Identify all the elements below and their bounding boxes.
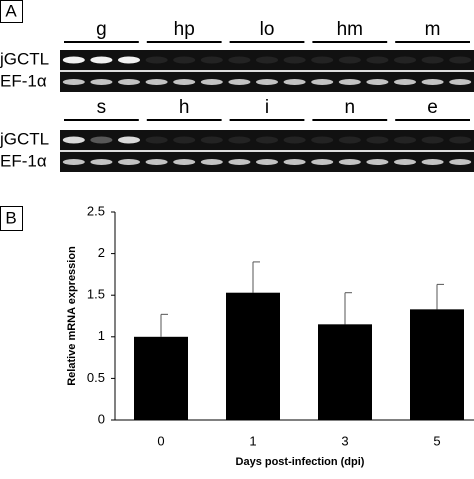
gel-band bbox=[421, 136, 444, 144]
gel-band bbox=[256, 56, 278, 64]
gel-band bbox=[228, 79, 251, 85]
gel-band bbox=[283, 159, 306, 165]
gel-band bbox=[118, 136, 140, 144]
gel-band bbox=[311, 136, 334, 144]
gel-band bbox=[145, 159, 168, 165]
gel-band bbox=[118, 159, 140, 165]
tissue-label: n bbox=[345, 97, 356, 118]
y-tick-label: 0.5 bbox=[87, 370, 105, 385]
gel-band bbox=[145, 136, 168, 144]
gel-band bbox=[90, 56, 113, 64]
gel-band bbox=[256, 159, 278, 165]
gel-band bbox=[90, 136, 113, 144]
gel-band bbox=[118, 79, 140, 85]
y-tick-label: 0 bbox=[98, 411, 105, 426]
gel-band bbox=[118, 56, 140, 64]
gel-band bbox=[449, 56, 472, 64]
panel-label: A bbox=[5, 1, 17, 20]
gel-band bbox=[62, 159, 85, 165]
gel-band bbox=[62, 56, 85, 64]
gel-band bbox=[228, 136, 251, 144]
x-tick-label: 0 bbox=[157, 433, 164, 448]
gel-band bbox=[200, 56, 223, 64]
gel-band bbox=[283, 136, 306, 144]
x-tick-label: 5 bbox=[433, 433, 440, 448]
tissue-label: g bbox=[96, 19, 107, 40]
bar bbox=[318, 324, 372, 420]
gel-band bbox=[173, 79, 196, 85]
gel-band bbox=[311, 56, 334, 64]
gel-band bbox=[449, 136, 472, 144]
gel-band bbox=[145, 79, 168, 85]
y-axis-label: Relative mRNA expression bbox=[66, 246, 78, 386]
y-tick-label: 2.5 bbox=[87, 203, 105, 218]
x-tick-label: 1 bbox=[249, 433, 256, 448]
tissue-label: hm bbox=[337, 19, 363, 40]
gel-band bbox=[173, 136, 196, 144]
gel-band bbox=[90, 159, 113, 165]
gel-band bbox=[394, 79, 416, 85]
tissue-label: hp bbox=[174, 19, 195, 40]
gel-band bbox=[256, 136, 278, 144]
tissue-label: e bbox=[427, 97, 438, 118]
gene-label: jGCTL bbox=[0, 129, 49, 148]
gel-band bbox=[228, 159, 251, 165]
panel-box bbox=[0, 206, 23, 231]
y-tick-label: 2 bbox=[98, 245, 105, 260]
gene-label: EF-1α bbox=[0, 71, 47, 90]
gel-band bbox=[421, 56, 444, 64]
gel-band bbox=[338, 56, 361, 64]
gel-band bbox=[256, 79, 278, 85]
gel-band bbox=[145, 56, 168, 64]
gel-band bbox=[200, 159, 223, 165]
gel-band bbox=[394, 159, 416, 165]
tissue-label: m bbox=[425, 19, 441, 40]
gel-band bbox=[366, 79, 389, 85]
gene-label: EF-1α bbox=[0, 151, 47, 170]
gel-band bbox=[200, 136, 223, 144]
bar bbox=[226, 292, 280, 420]
gel-band bbox=[228, 56, 251, 64]
gel-band bbox=[338, 136, 361, 144]
bar bbox=[134, 336, 188, 420]
y-tick-label: 1.5 bbox=[87, 287, 105, 302]
gel-band bbox=[283, 79, 306, 85]
gel-band bbox=[366, 56, 389, 64]
tissue-label: i bbox=[265, 97, 269, 118]
gel-band bbox=[338, 79, 361, 85]
gel-band bbox=[449, 79, 472, 85]
gel-band bbox=[421, 159, 444, 165]
gel-band bbox=[62, 79, 85, 85]
gel-band bbox=[311, 159, 334, 165]
gel-band bbox=[394, 56, 416, 64]
panel-label: B bbox=[5, 208, 16, 227]
gel-band bbox=[366, 159, 389, 165]
tissue-label: h bbox=[179, 97, 190, 118]
gel-band bbox=[366, 136, 389, 144]
gel-band bbox=[173, 56, 196, 64]
gel-band bbox=[200, 79, 223, 85]
gel-band bbox=[90, 79, 113, 85]
x-tick-label: 3 bbox=[341, 433, 348, 448]
tissue-label: s bbox=[97, 97, 107, 118]
gel-band bbox=[62, 136, 85, 144]
tissue-label: lo bbox=[260, 19, 275, 40]
panel-box bbox=[0, 0, 23, 23]
gene-label: jGCTL bbox=[0, 49, 49, 68]
x-axis-label: Days post-infection (dpi) bbox=[236, 456, 365, 468]
gel-band bbox=[173, 159, 196, 165]
bar bbox=[410, 309, 464, 420]
gel-band bbox=[421, 79, 444, 85]
gel-band bbox=[449, 159, 472, 165]
gel-band bbox=[283, 56, 306, 64]
gel-band bbox=[394, 136, 416, 144]
gel-band bbox=[311, 79, 334, 85]
gel-band bbox=[338, 159, 361, 165]
y-tick-label: 1 bbox=[98, 328, 105, 343]
